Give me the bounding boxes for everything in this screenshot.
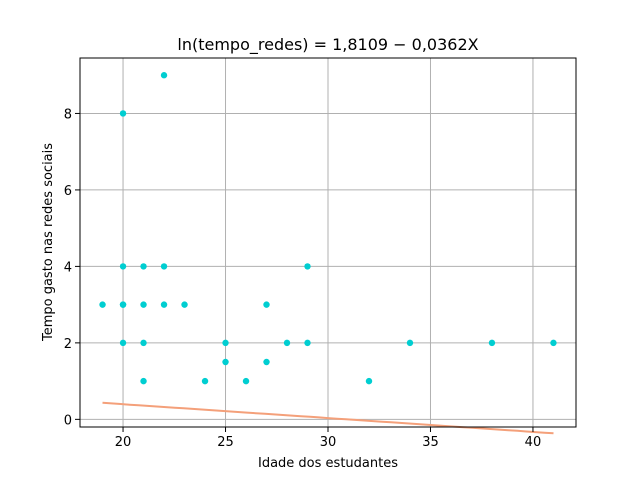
scatter-point [140,377,147,385]
scatter-point [160,72,168,79]
scatter-point [304,339,311,347]
scatter-point [181,301,188,308]
scatter-point [119,110,127,117]
scatter-point [222,339,229,347]
scatter-point [283,339,291,347]
scatter-point [140,301,147,308]
scatter-point [488,339,496,347]
scatter-point [119,339,127,347]
x-axis-ticks: 20 25 30 35 40 [115,427,541,450]
scatter-point [365,377,373,385]
scatter-point [99,301,106,308]
scatter-point [304,263,311,270]
scatter-point [406,339,414,347]
grid [80,58,576,427]
x-tick-label: 30 [320,435,337,450]
scatter-point [201,377,209,385]
x-axis-label: Idade dos estudantes [258,456,398,471]
scatter-point [550,339,557,347]
fit-line-group [102,401,554,435]
scatter-point [119,263,127,270]
scatter-point [160,301,168,308]
y-tick-label: 2 [64,337,72,352]
x-tick-label: 40 [525,435,542,450]
x-tick-label: 20 [115,435,132,450]
scatter-point [242,377,250,385]
scatter-point [119,301,127,308]
scatter-point [263,301,270,308]
scatter-point [222,358,229,366]
scatter-point [263,358,270,366]
x-tick-label: 25 [217,435,234,450]
scatter-point [160,263,168,270]
fit-line [102,401,554,435]
x-tick-label: 35 [422,435,439,450]
y-tick-label: 0 [64,413,72,428]
y-axis-label: Tempo gasto nas redes sociais [41,143,56,342]
scatter-point [140,339,147,347]
y-tick-label: 6 [64,184,72,199]
chart-title: ln(tempo_redes) = 1,8109 − 0,0362X [177,35,478,55]
scatter-points [99,72,557,385]
scatter-point [140,263,147,270]
y-tick-label: 4 [64,260,72,275]
y-tick-label: 8 [64,107,72,122]
y-axis-ticks: 0 2 4 6 8 [64,107,80,428]
